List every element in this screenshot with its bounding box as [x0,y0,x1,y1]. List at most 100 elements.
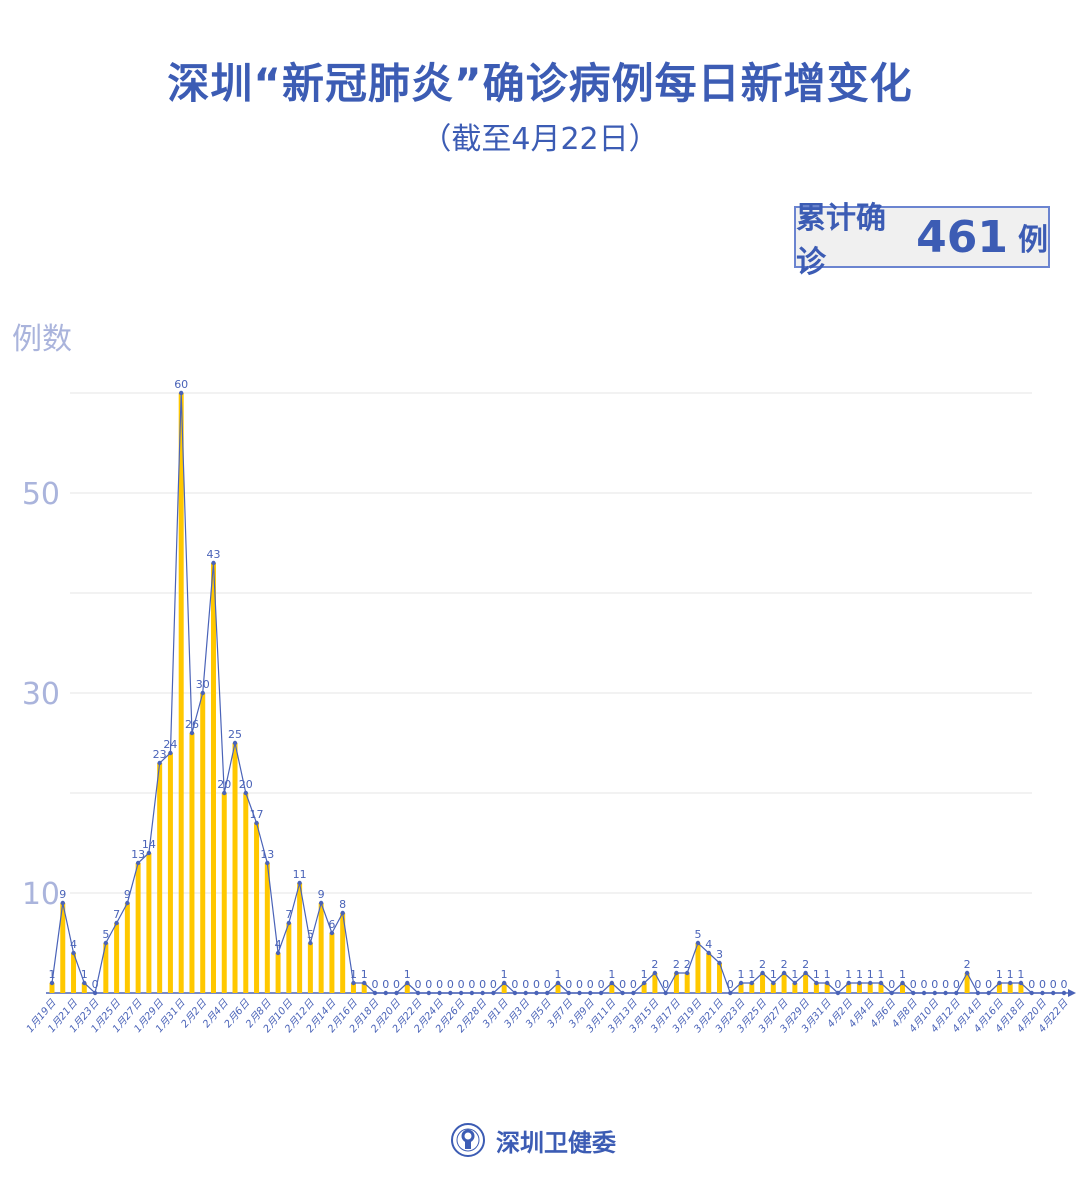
data-point [135,860,141,866]
bar [124,903,130,993]
bar [243,793,249,993]
data-point [92,990,98,996]
data-point [534,990,539,996]
daily-cases-chart: 1030501941057913142324602630432025201713… [22,378,1076,1035]
y-tick-label: 30 [22,677,60,712]
bar [157,763,163,993]
data-point [318,900,324,906]
data-point [297,880,302,886]
data-label: 7 [113,908,120,921]
y-tick-label: 10 [22,877,60,912]
data-point [663,990,668,996]
data-point [706,950,711,956]
data-point [652,970,658,976]
data-label: 2 [759,958,766,971]
data-label: 0 [727,978,734,991]
data-point [351,980,356,986]
data-label: 0 [974,978,981,991]
data-label: 0 [576,978,583,991]
data-point [1007,980,1013,986]
bar [1007,983,1013,993]
data-label: 5 [307,928,314,941]
data-point [695,940,701,946]
data-label: 9 [124,888,131,901]
data-point [760,970,765,976]
data-point [426,990,432,996]
data-point [168,750,173,756]
bar [254,823,260,993]
bar [340,913,346,993]
data-label: 1 [555,968,562,981]
data-point [178,390,184,396]
data-point [383,990,388,996]
data-label: 1 [350,968,357,981]
data-label: 1 [824,968,831,981]
bar [189,733,195,993]
data-point [49,980,55,986]
data-label: 24 [163,738,177,751]
bar [167,753,173,993]
bar [781,973,787,993]
data-point [728,990,733,996]
data-label: 2 [651,958,658,971]
data-point [771,980,776,986]
bar [900,983,906,993]
bar [60,903,66,993]
data-label: 0 [511,978,518,991]
data-point [1040,990,1045,996]
data-label: 1 [1007,968,1014,981]
bar [878,983,884,993]
data-point [577,990,582,996]
data-label: 17 [250,808,264,821]
data-point [609,980,615,986]
bar [221,793,227,993]
data-label: 0 [888,978,895,991]
data-label: 1 [738,968,745,981]
data-point [211,560,216,566]
bar [760,973,766,993]
data-point [523,990,528,996]
data-label: 20 [217,778,231,791]
data-point [1018,980,1024,986]
data-label: 3 [716,948,723,961]
data-point [437,990,442,996]
y-tick-label: 50 [22,477,60,512]
data-label: 0 [458,978,465,991]
data-label: 0 [1061,978,1068,991]
bar [738,983,744,993]
data-point [71,950,76,956]
chart-title: 深圳“新冠肺炎”确诊病例每日新增变化 [167,59,913,108]
data-label: 0 [468,978,475,991]
data-label: 1 [501,968,508,981]
data-label: 0 [490,978,497,991]
data-point [415,990,421,996]
data-label: 8 [339,898,346,911]
data-point [975,990,981,996]
data-label: 0 [985,978,992,991]
data-point [986,990,991,996]
data-label: 0 [92,978,99,991]
data-label: 0 [931,978,938,991]
data-point [512,990,518,996]
data-label: 0 [953,978,960,991]
org-name: 深圳卫健委 [496,1128,616,1157]
data-label: 2 [684,958,691,971]
data-label: 7 [285,908,292,921]
data-label: 9 [318,888,325,901]
data-label: 25 [228,728,242,741]
data-point [340,910,345,916]
data-point [824,980,830,986]
bar [813,983,819,993]
data-point [545,990,550,996]
data-point [684,970,690,976]
data-label: 0 [533,978,540,991]
data-label: 0 [447,978,454,991]
data-point [329,930,335,936]
bar [200,693,206,993]
data-label: 0 [565,978,572,991]
bar [695,943,701,993]
data-point [308,940,313,946]
bar [232,743,238,993]
data-label: 4 [275,938,282,951]
bar [286,923,292,993]
